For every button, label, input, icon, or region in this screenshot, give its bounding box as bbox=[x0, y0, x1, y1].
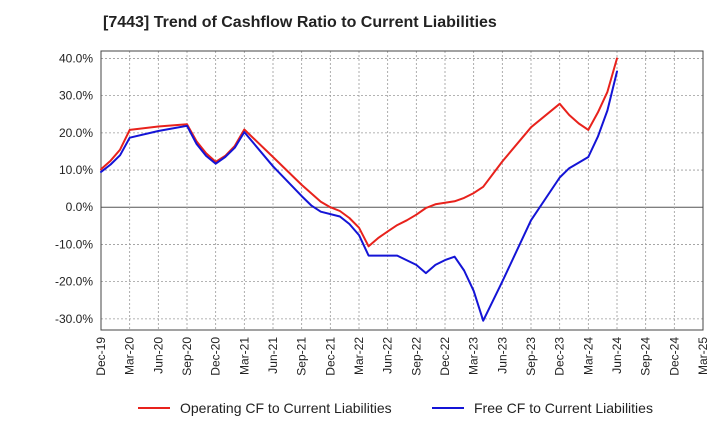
legend-label-free-cf: Free CF to Current Liabilities bbox=[474, 400, 653, 416]
x-tick-label: Mar-21 bbox=[237, 337, 251, 375]
x-tick-label: Mar-24 bbox=[581, 337, 595, 375]
x-tick-label: Mar-23 bbox=[467, 337, 481, 375]
y-tick-label: 20.0% bbox=[59, 126, 93, 140]
series-line-free-cf bbox=[100, 70, 618, 322]
x-tick-label: Dec-24 bbox=[667, 337, 681, 376]
x-tick-label: Dec-22 bbox=[438, 337, 452, 376]
x-tick-label: Dec-19 bbox=[94, 337, 108, 376]
x-tick-label: Sep-20 bbox=[180, 337, 194, 376]
x-tick-label: Dec-23 bbox=[553, 337, 567, 376]
x-tick-label: Jun-22 bbox=[381, 337, 395, 374]
legend-swatch-operating-cf bbox=[138, 407, 170, 409]
x-tick-label: Mar-25 bbox=[696, 337, 710, 375]
chart-title: [7443] Trend of Cashflow Ratio to Curren… bbox=[103, 14, 497, 31]
y-tick-label: -10.0% bbox=[55, 237, 93, 251]
y-tick-label: 40.0% bbox=[59, 51, 93, 65]
plot-frame bbox=[100, 50, 704, 331]
x-tick-label: Mar-22 bbox=[352, 337, 366, 375]
x-tick-label: Sep-21 bbox=[295, 337, 309, 376]
y-tick-label: -30.0% bbox=[55, 312, 93, 326]
legend-swatch-free-cf bbox=[432, 407, 464, 409]
y-tick-label: -20.0% bbox=[55, 275, 93, 289]
x-tick-label: Sep-22 bbox=[409, 337, 423, 376]
grid-layer bbox=[100, 51, 704, 330]
series-layer bbox=[100, 57, 618, 322]
x-tick-label: Dec-20 bbox=[209, 337, 223, 376]
x-tick-label: Sep-24 bbox=[639, 337, 653, 376]
y-tick-label: 10.0% bbox=[59, 163, 93, 177]
x-tick-label: Jun-21 bbox=[266, 337, 280, 374]
x-tick-label: Jun-20 bbox=[151, 337, 165, 374]
x-tick-label: Dec-21 bbox=[323, 337, 337, 376]
axis-layer bbox=[100, 50, 704, 331]
legend: Operating CF to Current Liabilities Free… bbox=[0, 400, 720, 430]
legend-item-free-cf: Free CF to Current Liabilities bbox=[432, 400, 653, 416]
legend-label-operating-cf: Operating CF to Current Liabilities bbox=[180, 400, 392, 416]
tick-label-layer: 40.0% 30.0% 20.0% 10.0% 0.0% -10.0% -20.0% -30.… bbox=[55, 51, 710, 375]
x-tick-label: Mar-20 bbox=[123, 337, 137, 375]
y-tick-label: 30.0% bbox=[59, 89, 93, 103]
x-tick-label: Jun-23 bbox=[495, 337, 509, 374]
x-tick-label: Jun-24 bbox=[610, 337, 624, 374]
legend-item-operating-cf: Operating CF to Current Liabilities bbox=[138, 400, 392, 416]
series-line-operating-cf bbox=[100, 57, 618, 248]
y-tick-label: 0.0% bbox=[66, 200, 94, 214]
x-tick-label: Sep-23 bbox=[524, 337, 538, 376]
